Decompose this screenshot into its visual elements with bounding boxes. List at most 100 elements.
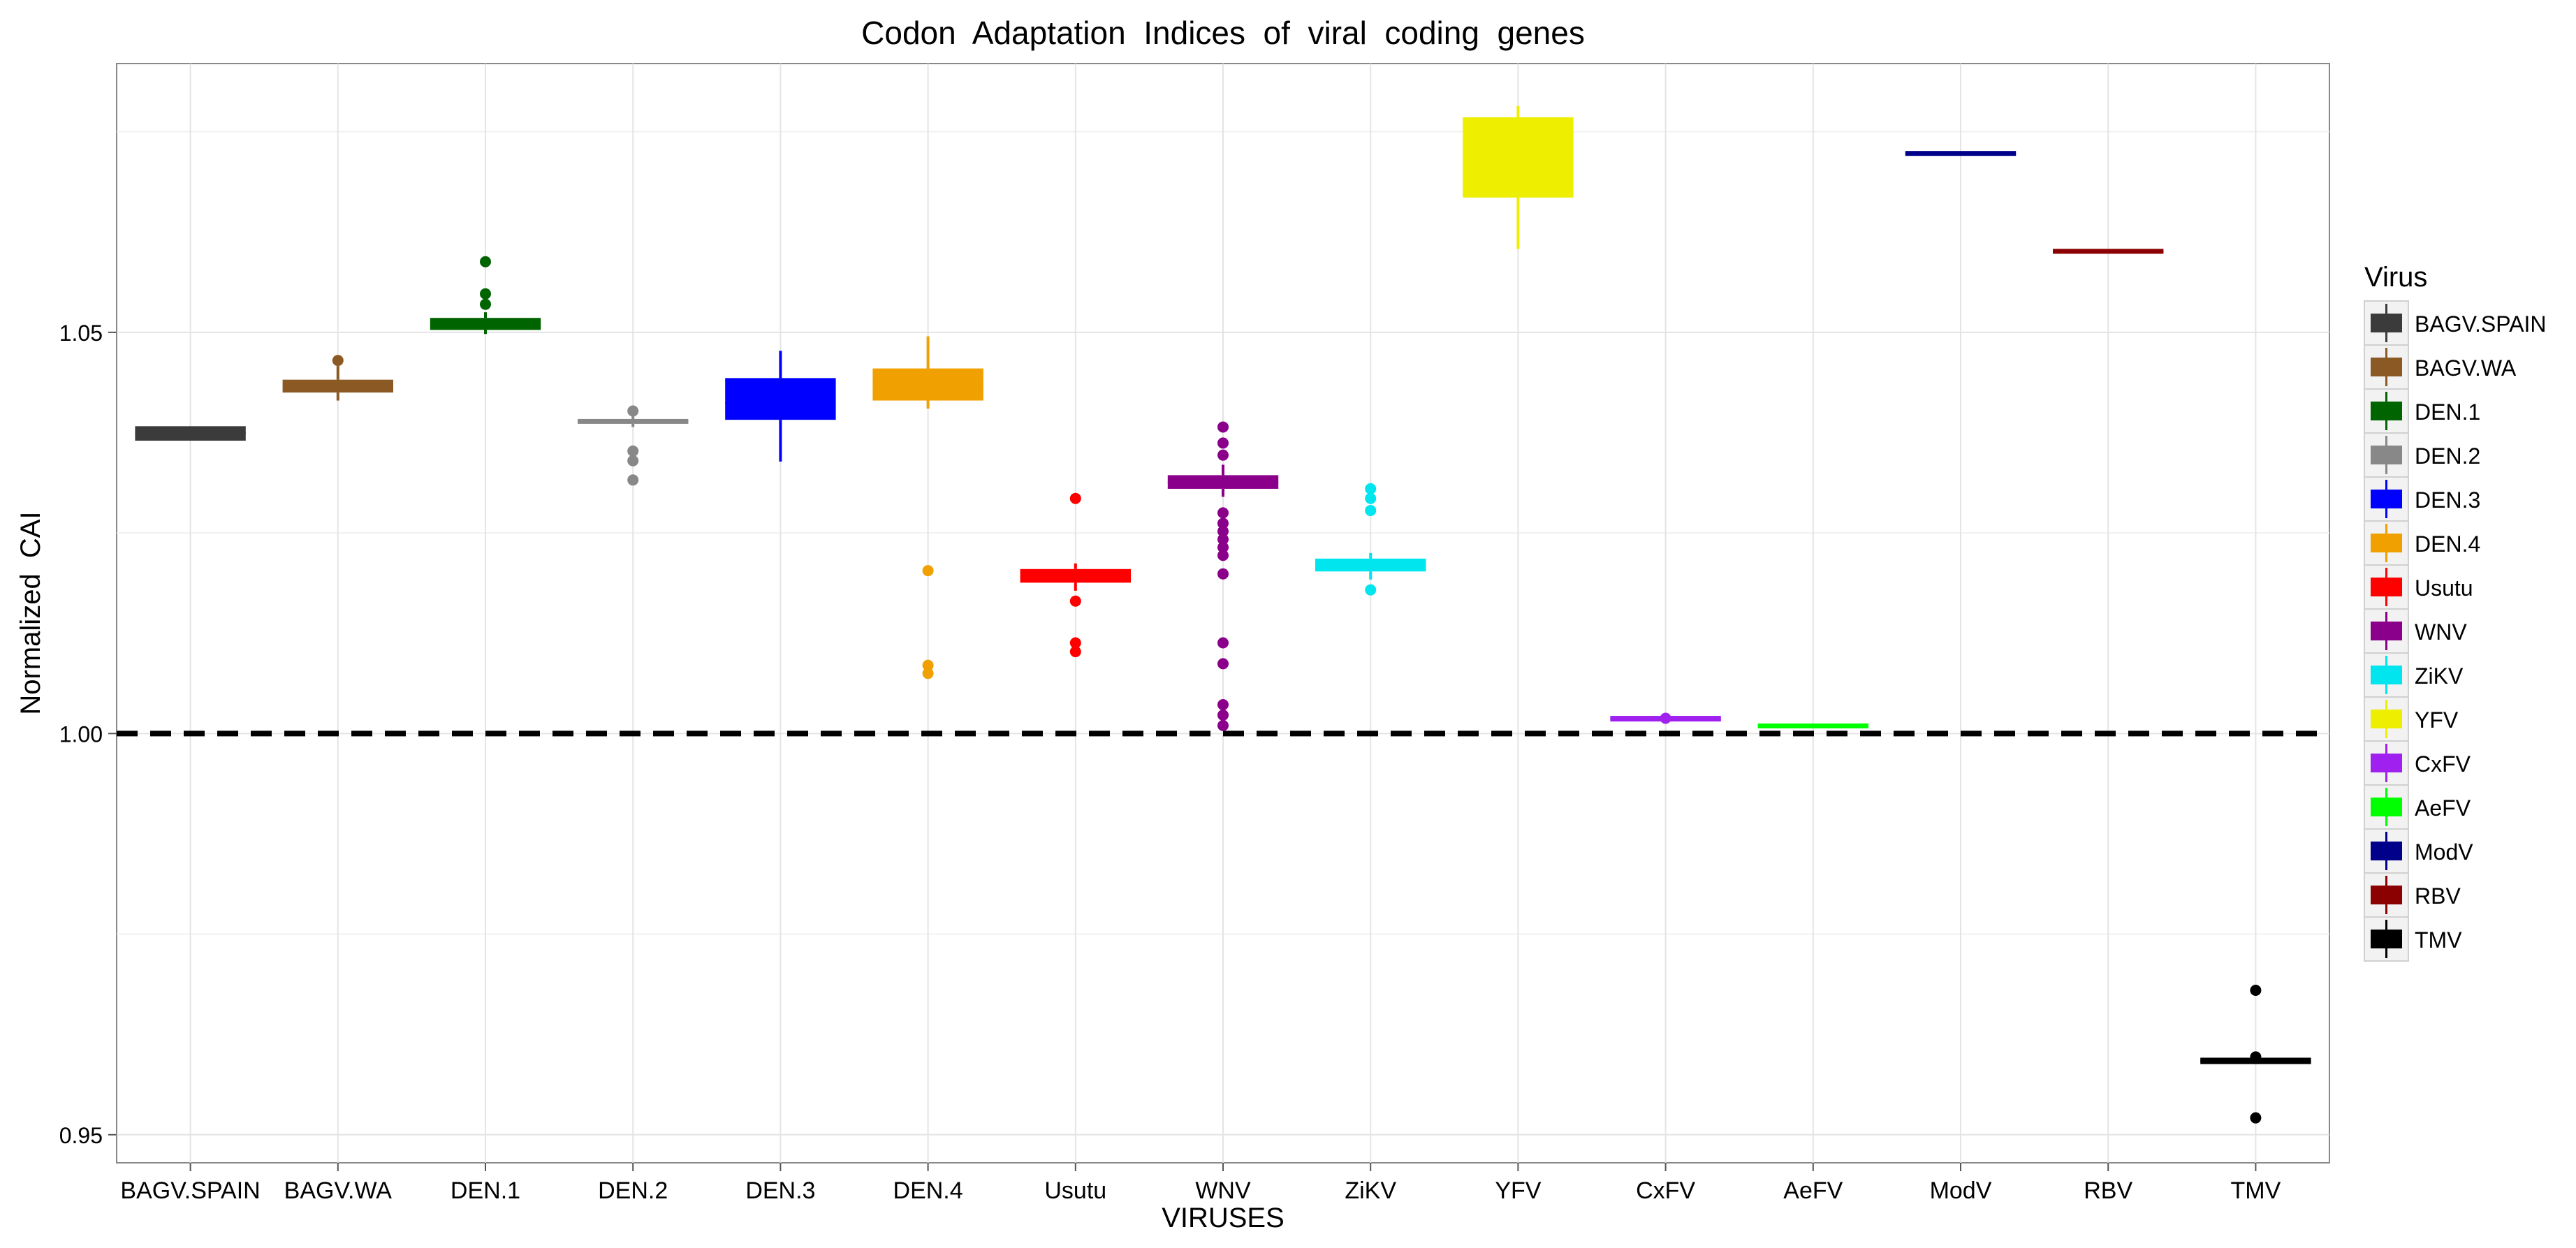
legend-title: Virus <box>2364 262 2427 293</box>
legend-key-swatch <box>2371 622 2402 640</box>
x-tick-label: YFV <box>1495 1177 1541 1204</box>
x-tick-label: WNV <box>1195 1177 1251 1204</box>
legend-item-aefv: AeFV <box>2364 784 2471 830</box>
outlier-point <box>1217 421 1229 433</box>
legend-label: RBV <box>2415 883 2461 909</box>
grid-layer <box>117 64 2329 1163</box>
y-axis: 0.95 1.00 1.05 <box>59 321 117 1148</box>
x-tick-label: BAGV.WA <box>284 1177 393 1204</box>
legend: Virus BAGV.SPAIN BAGV.WA DEN.1 DEN.2 DEN.3 DE… <box>2364 262 2547 962</box>
outlier-point <box>1069 492 1081 504</box>
legend-key-swatch <box>2371 402 2402 420</box>
outlier-point <box>627 445 639 457</box>
outlier-point <box>1217 449 1229 461</box>
legend-label: ZiKV <box>2415 663 2464 689</box>
outlier-point <box>1069 646 1081 658</box>
outlier-point <box>1217 637 1229 649</box>
box-wnv <box>1167 421 1279 731</box>
outlier-point <box>1217 541 1229 553</box>
x-tick-label: DEN.3 <box>745 1177 815 1204</box>
outlier-point <box>627 405 639 417</box>
legend-label: ModV <box>2415 839 2473 865</box>
box-aefv <box>1757 723 1868 728</box>
box-body <box>1020 568 1131 583</box>
box-yfv <box>1463 105 1574 249</box>
outlier-point <box>922 668 934 680</box>
box-den-1 <box>430 256 541 335</box>
chart-title: Codon Adaptation Indices of viral coding… <box>861 15 1585 51</box>
box-rbv <box>2053 249 2164 254</box>
outlier-point <box>1069 637 1081 649</box>
legend-key-swatch <box>2371 490 2402 508</box>
x-tick-label: TMV <box>2231 1177 2281 1204</box>
x-tick-label: ZiKV <box>1345 1177 1396 1204</box>
legend-label: YFV <box>2415 707 2459 733</box>
outlier-point <box>1217 698 1229 710</box>
x-tick-label: AeFV <box>1783 1177 1843 1204</box>
outlier-point <box>332 355 344 367</box>
x-axis-label: VIRUSES <box>1162 1203 1285 1233</box>
outlier-point <box>1365 584 1377 596</box>
legend-key-swatch <box>2371 578 2402 596</box>
x-tick-label: CxFV <box>1636 1177 1695 1204</box>
y-tick-label: 0.95 <box>59 1123 103 1148</box>
box-usutu <box>1020 492 1131 658</box>
legend-item-den-3: DEN.3 <box>2364 476 2480 522</box>
legend-label: BAGV.WA <box>2415 355 2517 381</box>
legend-label: CxFV <box>2415 751 2471 777</box>
legend-item-modv: ModV <box>2364 828 2473 874</box>
box-bagv-wa <box>282 355 393 401</box>
x-tick-label: Usutu <box>1044 1177 1106 1204</box>
legend-label: DEN.4 <box>2415 531 2480 557</box>
box-body <box>1463 117 1574 198</box>
legend-key-swatch <box>2371 534 2402 552</box>
outlier-point <box>1217 507 1229 519</box>
box-body <box>872 368 983 401</box>
outlier-point <box>2250 984 2262 996</box>
legend-label: BAGV.SPAIN <box>2415 311 2547 337</box>
outlier-point <box>1217 517 1229 529</box>
legend-item-wnv: WNV <box>2364 608 2467 654</box>
outlier-point <box>1069 595 1081 607</box>
legend-item-tmv: TMV <box>2364 916 2462 962</box>
outlier-point <box>1365 504 1377 516</box>
x-tick-label: ModV <box>1930 1177 1992 1204</box>
legend-item-yfv: YFV <box>2364 696 2459 742</box>
legend-item-cxfv: CxFV <box>2364 740 2471 786</box>
x-tick-label: DEN.2 <box>598 1177 668 1204</box>
legend-key-swatch <box>2371 798 2402 816</box>
outlier-point <box>2250 1051 2262 1063</box>
x-tick-label: RBV <box>2084 1177 2132 1204</box>
legend-item-rbv: RBV <box>2364 872 2461 918</box>
legend-key-swatch <box>2371 754 2402 772</box>
outlier-point <box>480 288 491 300</box>
y-axis-label: Normalized CAI <box>15 511 46 714</box>
legend-key-swatch <box>2371 666 2402 684</box>
x-tick-label: DEN.4 <box>893 1177 963 1204</box>
outlier-point <box>1217 568 1229 580</box>
legend-key-swatch <box>2371 446 2402 464</box>
outlier-point <box>1365 492 1377 504</box>
outlier-point <box>627 474 639 486</box>
legend-label: WNV <box>2415 619 2467 645</box>
outlier-point <box>480 256 491 267</box>
x-tick-label: DEN.1 <box>451 1177 520 1204</box>
box-zikv <box>1315 483 1426 596</box>
legend-label: DEN.3 <box>2415 487 2480 513</box>
box-den-4 <box>872 336 983 680</box>
outlier-point <box>922 565 934 577</box>
outlier-point <box>922 659 934 671</box>
box-layer <box>135 105 2311 1124</box>
legend-item-bagv-spain: BAGV.SPAIN <box>2364 300 2547 346</box>
legend-key-swatch <box>2371 930 2402 948</box>
box-body <box>725 378 836 420</box>
legend-key-swatch <box>2371 886 2402 904</box>
box-body <box>135 426 246 441</box>
legend-label: TMV <box>2415 927 2462 953</box>
outlier-point <box>1217 709 1229 721</box>
legend-item-den-4: DEN.4 <box>2364 520 2480 566</box>
x-tick-label: BAGV.SPAIN <box>120 1177 260 1204</box>
legend-label: DEN.1 <box>2415 399 2480 425</box>
legend-item-den-1: DEN.1 <box>2364 388 2480 434</box>
